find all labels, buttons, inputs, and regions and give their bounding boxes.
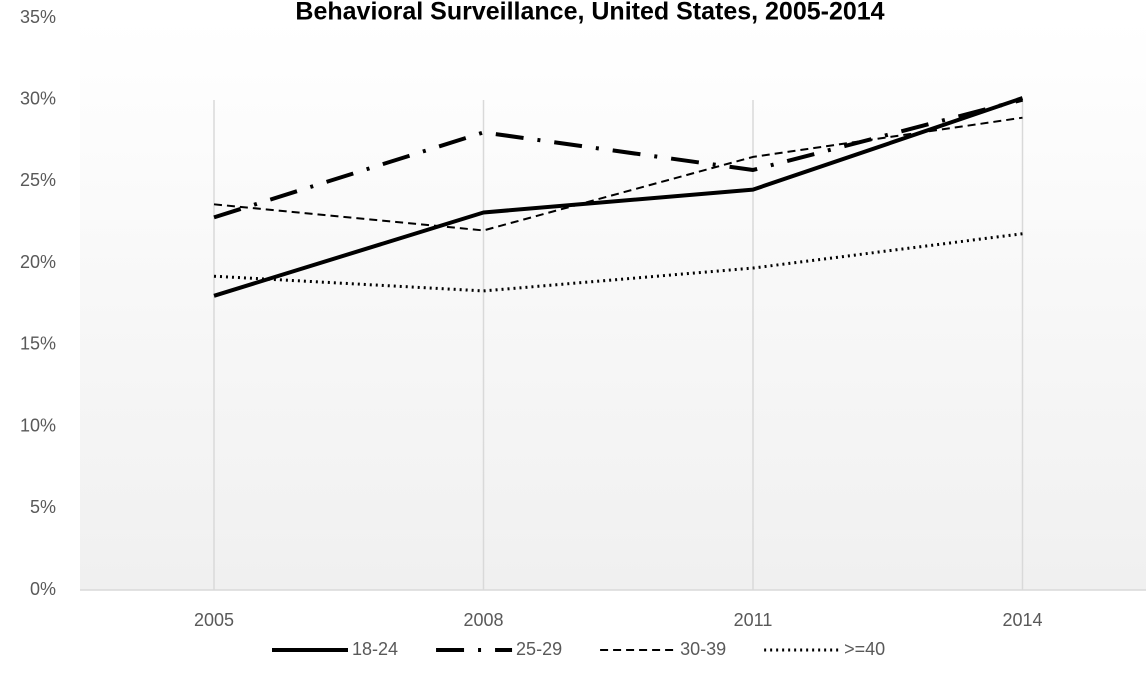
y-tick-label: 30% bbox=[20, 88, 56, 108]
y-tick-label: 35% bbox=[20, 7, 56, 27]
x-tick-label: 2014 bbox=[1002, 610, 1042, 630]
y-tick-label: 5% bbox=[30, 497, 56, 517]
y-tick-label: 15% bbox=[20, 334, 56, 354]
series-line bbox=[213, 116, 1023, 232]
chart-title: Behavioral Surveillance, United States, … bbox=[295, 0, 884, 26]
y-tick-label: 0% bbox=[30, 579, 56, 599]
legend-label: 25-29 bbox=[516, 639, 562, 659]
y-tick-label: 20% bbox=[20, 252, 56, 272]
x-tick-label: 2011 bbox=[734, 610, 773, 630]
series-line bbox=[213, 97, 1024, 220]
legend-label: >=40 bbox=[844, 639, 885, 659]
x-tick-label: 2008 bbox=[463, 610, 503, 630]
legend-label: 30-39 bbox=[680, 639, 726, 659]
series-line bbox=[213, 96, 1024, 298]
y-tick-label: 25% bbox=[20, 170, 56, 190]
x-tick-label: 2005 bbox=[194, 610, 234, 630]
y-tick-label: 10% bbox=[20, 415, 56, 435]
legend-label: 18-24 bbox=[352, 639, 398, 659]
plot-area bbox=[80, 18, 1146, 590]
